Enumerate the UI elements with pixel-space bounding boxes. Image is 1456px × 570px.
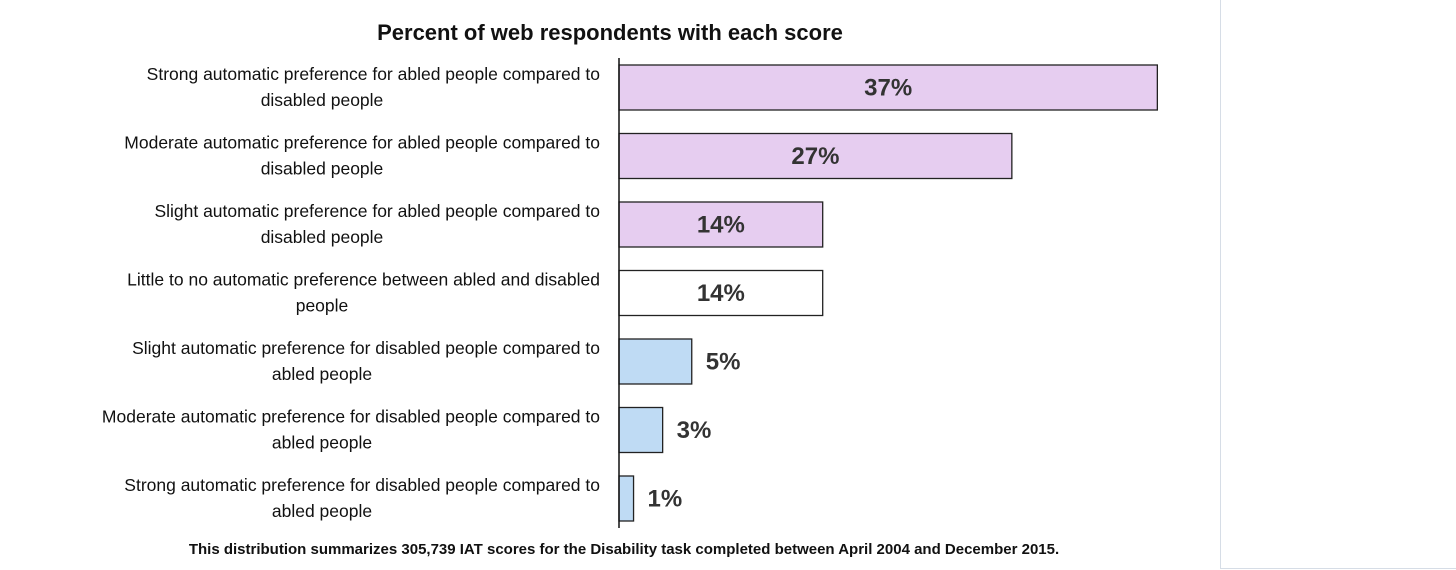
category-label-3-line-1: Slight automatic preference for abled pe… (154, 201, 600, 221)
bar-2 (618, 132, 1013, 180)
category-label-6-line-1: Moderate automatic preference for disabl… (102, 407, 600, 427)
bar-3 (618, 201, 824, 248)
category-labels-layer: Strong automatic preference for abled pe… (102, 64, 600, 521)
chart-title: Percent of web respondents with each sco… (377, 20, 843, 45)
category-label-5-line-2: abled people (272, 364, 372, 384)
category-label-4-line-2: people (296, 296, 349, 316)
value-label-3: 14% (697, 212, 745, 239)
bar-chart: Percent of web respondents with each sco… (102, 20, 1158, 558)
category-label-2-line-2: disabled people (261, 159, 384, 179)
value-label-6: 3% (677, 417, 712, 444)
category-label-6-line-2: abled people (272, 433, 372, 453)
bar-5 (618, 338, 693, 385)
category-label-4-line-1: Little to no automatic preference betwee… (127, 270, 600, 290)
footnote: This distribution summarizes 305,739 IAT… (189, 541, 1059, 558)
bar-1 (618, 64, 1158, 111)
category-label-3-line-2: disabled people (261, 227, 384, 247)
category-label-1-line-2: disabled people (261, 90, 384, 110)
bar-7 (618, 475, 635, 522)
category-label-5-line-1: Slight automatic preference for disabled… (132, 338, 600, 358)
value-label-4: 14% (697, 280, 745, 307)
side-panel (1220, 0, 1456, 569)
bar-6 (618, 406, 664, 454)
category-label-7-line-1: Strong automatic preference for disabled… (124, 475, 600, 495)
category-label-2-line-1: Moderate automatic preference for abled … (124, 133, 600, 153)
value-label-5: 5% (706, 349, 741, 376)
bar-4 (618, 269, 824, 317)
category-label-7-line-2: abled people (272, 501, 372, 521)
bars-layer (618, 64, 1158, 522)
category-label-1-line-1: Strong automatic preference for abled pe… (147, 64, 600, 84)
value-label-1: 37% (864, 75, 912, 102)
value-labels-layer: 37% 27% 14% 14% 5% 3% 1% (648, 75, 913, 513)
value-label-2: 27% (791, 143, 839, 170)
value-label-7: 1% (648, 486, 683, 513)
